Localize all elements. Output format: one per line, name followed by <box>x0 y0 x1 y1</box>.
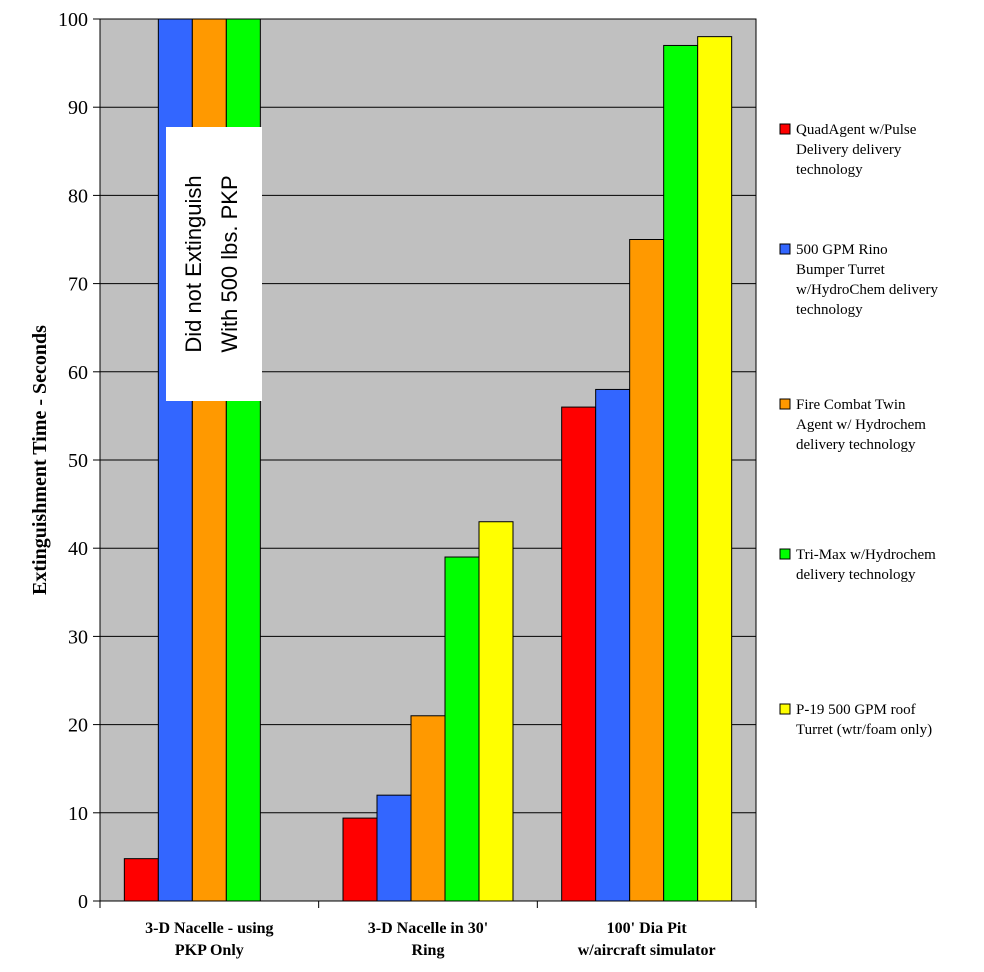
legend-label: w/HydroChem delivery <box>796 282 939 298</box>
y-tick-label: 90 <box>68 97 88 119</box>
legend-label: technology <box>796 162 863 178</box>
legend-label: Delivery delivery <box>796 142 902 158</box>
y-tick-label: 30 <box>68 626 88 648</box>
legend-label: Tri-Max w/Hydrochem <box>796 547 936 563</box>
annotation-box <box>166 127 262 401</box>
legend-label: QuadAgent w/Pulse <box>796 122 917 138</box>
bar <box>595 388 631 902</box>
y-tick-label: 0 <box>78 891 88 913</box>
axes <box>93 18 757 908</box>
legend-swatch <box>779 243 791 255</box>
bar <box>697 36 733 902</box>
legend-label: Agent w/ Hydrochem <box>796 417 926 433</box>
bar <box>663 44 699 902</box>
legend-label: delivery technology <box>796 437 916 453</box>
annotation-text: Did not Extinguish <box>181 175 206 352</box>
bar <box>629 239 665 902</box>
legend-swatch <box>779 398 791 410</box>
bar <box>342 817 378 902</box>
legend-label: delivery technology <box>796 567 916 583</box>
x-category-label: w/aircraft simulator <box>578 942 716 959</box>
x-category-label: Ring <box>412 942 445 959</box>
y-tick-label: 70 <box>68 274 88 296</box>
bar <box>376 794 412 902</box>
y-tick-label: 40 <box>68 538 88 560</box>
bar <box>444 556 480 902</box>
y-tick-labels: 0 10 20 30 40 50 60 70 80 90 100 <box>58 9 88 913</box>
x-category-label: 100' Dia Pit <box>607 920 688 937</box>
y-tick-label: 10 <box>68 803 88 825</box>
y-tick-label: 80 <box>68 185 88 207</box>
y-tick-label: 20 <box>68 715 88 737</box>
x-category-labels: 3-D Nacelle - using PKP Only 3-D Nacelle i… <box>145 920 715 959</box>
bar <box>561 406 597 902</box>
legend-label: 500 GPM Rino <box>796 242 888 258</box>
x-category-label: PKP Only <box>175 942 244 959</box>
legend: QuadAgent w/Pulse Delivery delivery techno… <box>779 122 939 738</box>
legend-label: P-19 500 GPM roof <box>796 702 916 718</box>
y-tick-label: 100 <box>58 9 88 31</box>
bar <box>123 858 159 902</box>
legend-label: Bumper Turret <box>796 262 886 278</box>
legend-swatch <box>779 123 791 135</box>
y-axis-label: Extinguishment Time - Seconds <box>29 325 51 595</box>
y-tick-label: 60 <box>68 362 88 384</box>
x-category-label: 3-D Nacelle in 30' <box>368 920 488 937</box>
legend-label: Fire Combat Twin <box>796 397 906 413</box>
y-tick-label: 50 <box>68 450 88 472</box>
legend-swatch <box>779 703 791 715</box>
annotation-text: With 500 lbs. PKP <box>217 175 242 352</box>
legend-label: Turret (wtr/foam only) <box>796 722 932 738</box>
x-category-label: 3-D Nacelle - using <box>145 920 273 937</box>
legend-swatch <box>779 548 791 560</box>
bar <box>478 521 514 902</box>
bar <box>410 715 446 902</box>
legend-label: technology <box>796 302 863 318</box>
annotation: Did not Extinguish With 500 lbs. PKP <box>166 127 262 401</box>
